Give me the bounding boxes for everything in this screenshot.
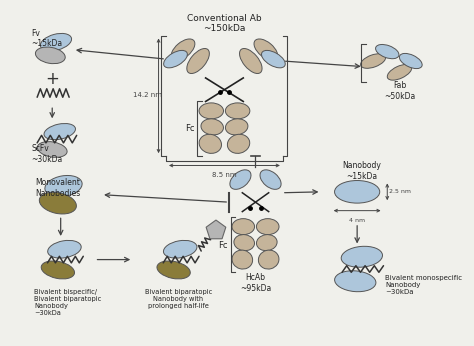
Ellipse shape <box>48 240 81 258</box>
Ellipse shape <box>226 119 248 135</box>
Ellipse shape <box>232 219 255 235</box>
Text: 4 nm: 4 nm <box>349 218 365 222</box>
Ellipse shape <box>37 142 67 157</box>
Ellipse shape <box>44 124 75 140</box>
Ellipse shape <box>199 103 224 119</box>
Ellipse shape <box>361 54 386 68</box>
Ellipse shape <box>260 170 281 189</box>
Text: +: + <box>46 70 59 88</box>
Ellipse shape <box>256 219 279 235</box>
Ellipse shape <box>164 51 187 68</box>
Ellipse shape <box>230 170 251 189</box>
Ellipse shape <box>40 34 72 51</box>
Ellipse shape <box>41 261 74 279</box>
Text: Conventional Ab
~150kDa: Conventional Ab ~150kDa <box>187 13 262 33</box>
Text: Fab
~50kDa: Fab ~50kDa <box>384 81 415 101</box>
Ellipse shape <box>262 51 285 68</box>
Ellipse shape <box>225 103 250 119</box>
Ellipse shape <box>228 134 250 153</box>
Ellipse shape <box>36 47 65 64</box>
Ellipse shape <box>335 271 376 292</box>
Ellipse shape <box>232 250 253 269</box>
Ellipse shape <box>341 246 383 267</box>
Ellipse shape <box>157 261 190 279</box>
Text: Fv
~15kDa: Fv ~15kDa <box>31 29 63 48</box>
Ellipse shape <box>39 192 76 214</box>
Text: Monovalent
Nanobodies: Monovalent Nanobodies <box>35 178 81 198</box>
Ellipse shape <box>199 134 221 153</box>
Ellipse shape <box>45 175 82 197</box>
Polygon shape <box>206 220 226 239</box>
Text: Bivalent bispecific/
Bivalent biparatopic
Nanobody
~30kDa: Bivalent bispecific/ Bivalent biparatopi… <box>34 289 101 316</box>
Ellipse shape <box>234 235 255 251</box>
Ellipse shape <box>239 48 262 73</box>
Text: 8.5 nm: 8.5 nm <box>212 172 237 178</box>
Ellipse shape <box>387 64 412 80</box>
Ellipse shape <box>258 250 279 269</box>
Ellipse shape <box>256 235 277 251</box>
Ellipse shape <box>375 45 399 59</box>
Ellipse shape <box>254 39 278 61</box>
Ellipse shape <box>164 240 197 258</box>
Text: ScFv
~30kDa: ScFv ~30kDa <box>31 145 63 164</box>
Text: Bivalent biparatopic
Nanobody with
prolonged half-life: Bivalent biparatopic Nanobody with prolo… <box>145 289 212 309</box>
Text: Fc: Fc <box>218 241 227 250</box>
Text: 2.5 nm: 2.5 nm <box>390 189 411 194</box>
Text: Fc: Fc <box>185 124 194 133</box>
Ellipse shape <box>187 48 210 73</box>
Ellipse shape <box>201 119 223 135</box>
Text: 14.2 nm: 14.2 nm <box>133 92 162 98</box>
Text: HcAb
~95kDa: HcAb ~95kDa <box>240 273 271 293</box>
Text: Nanobody
~15kDa: Nanobody ~15kDa <box>342 162 381 181</box>
Ellipse shape <box>335 181 380 203</box>
Ellipse shape <box>400 53 422 69</box>
Ellipse shape <box>171 39 195 61</box>
Text: Bivalent monospecific
Nanobody
~30kDa: Bivalent monospecific Nanobody ~30kDa <box>385 275 463 295</box>
